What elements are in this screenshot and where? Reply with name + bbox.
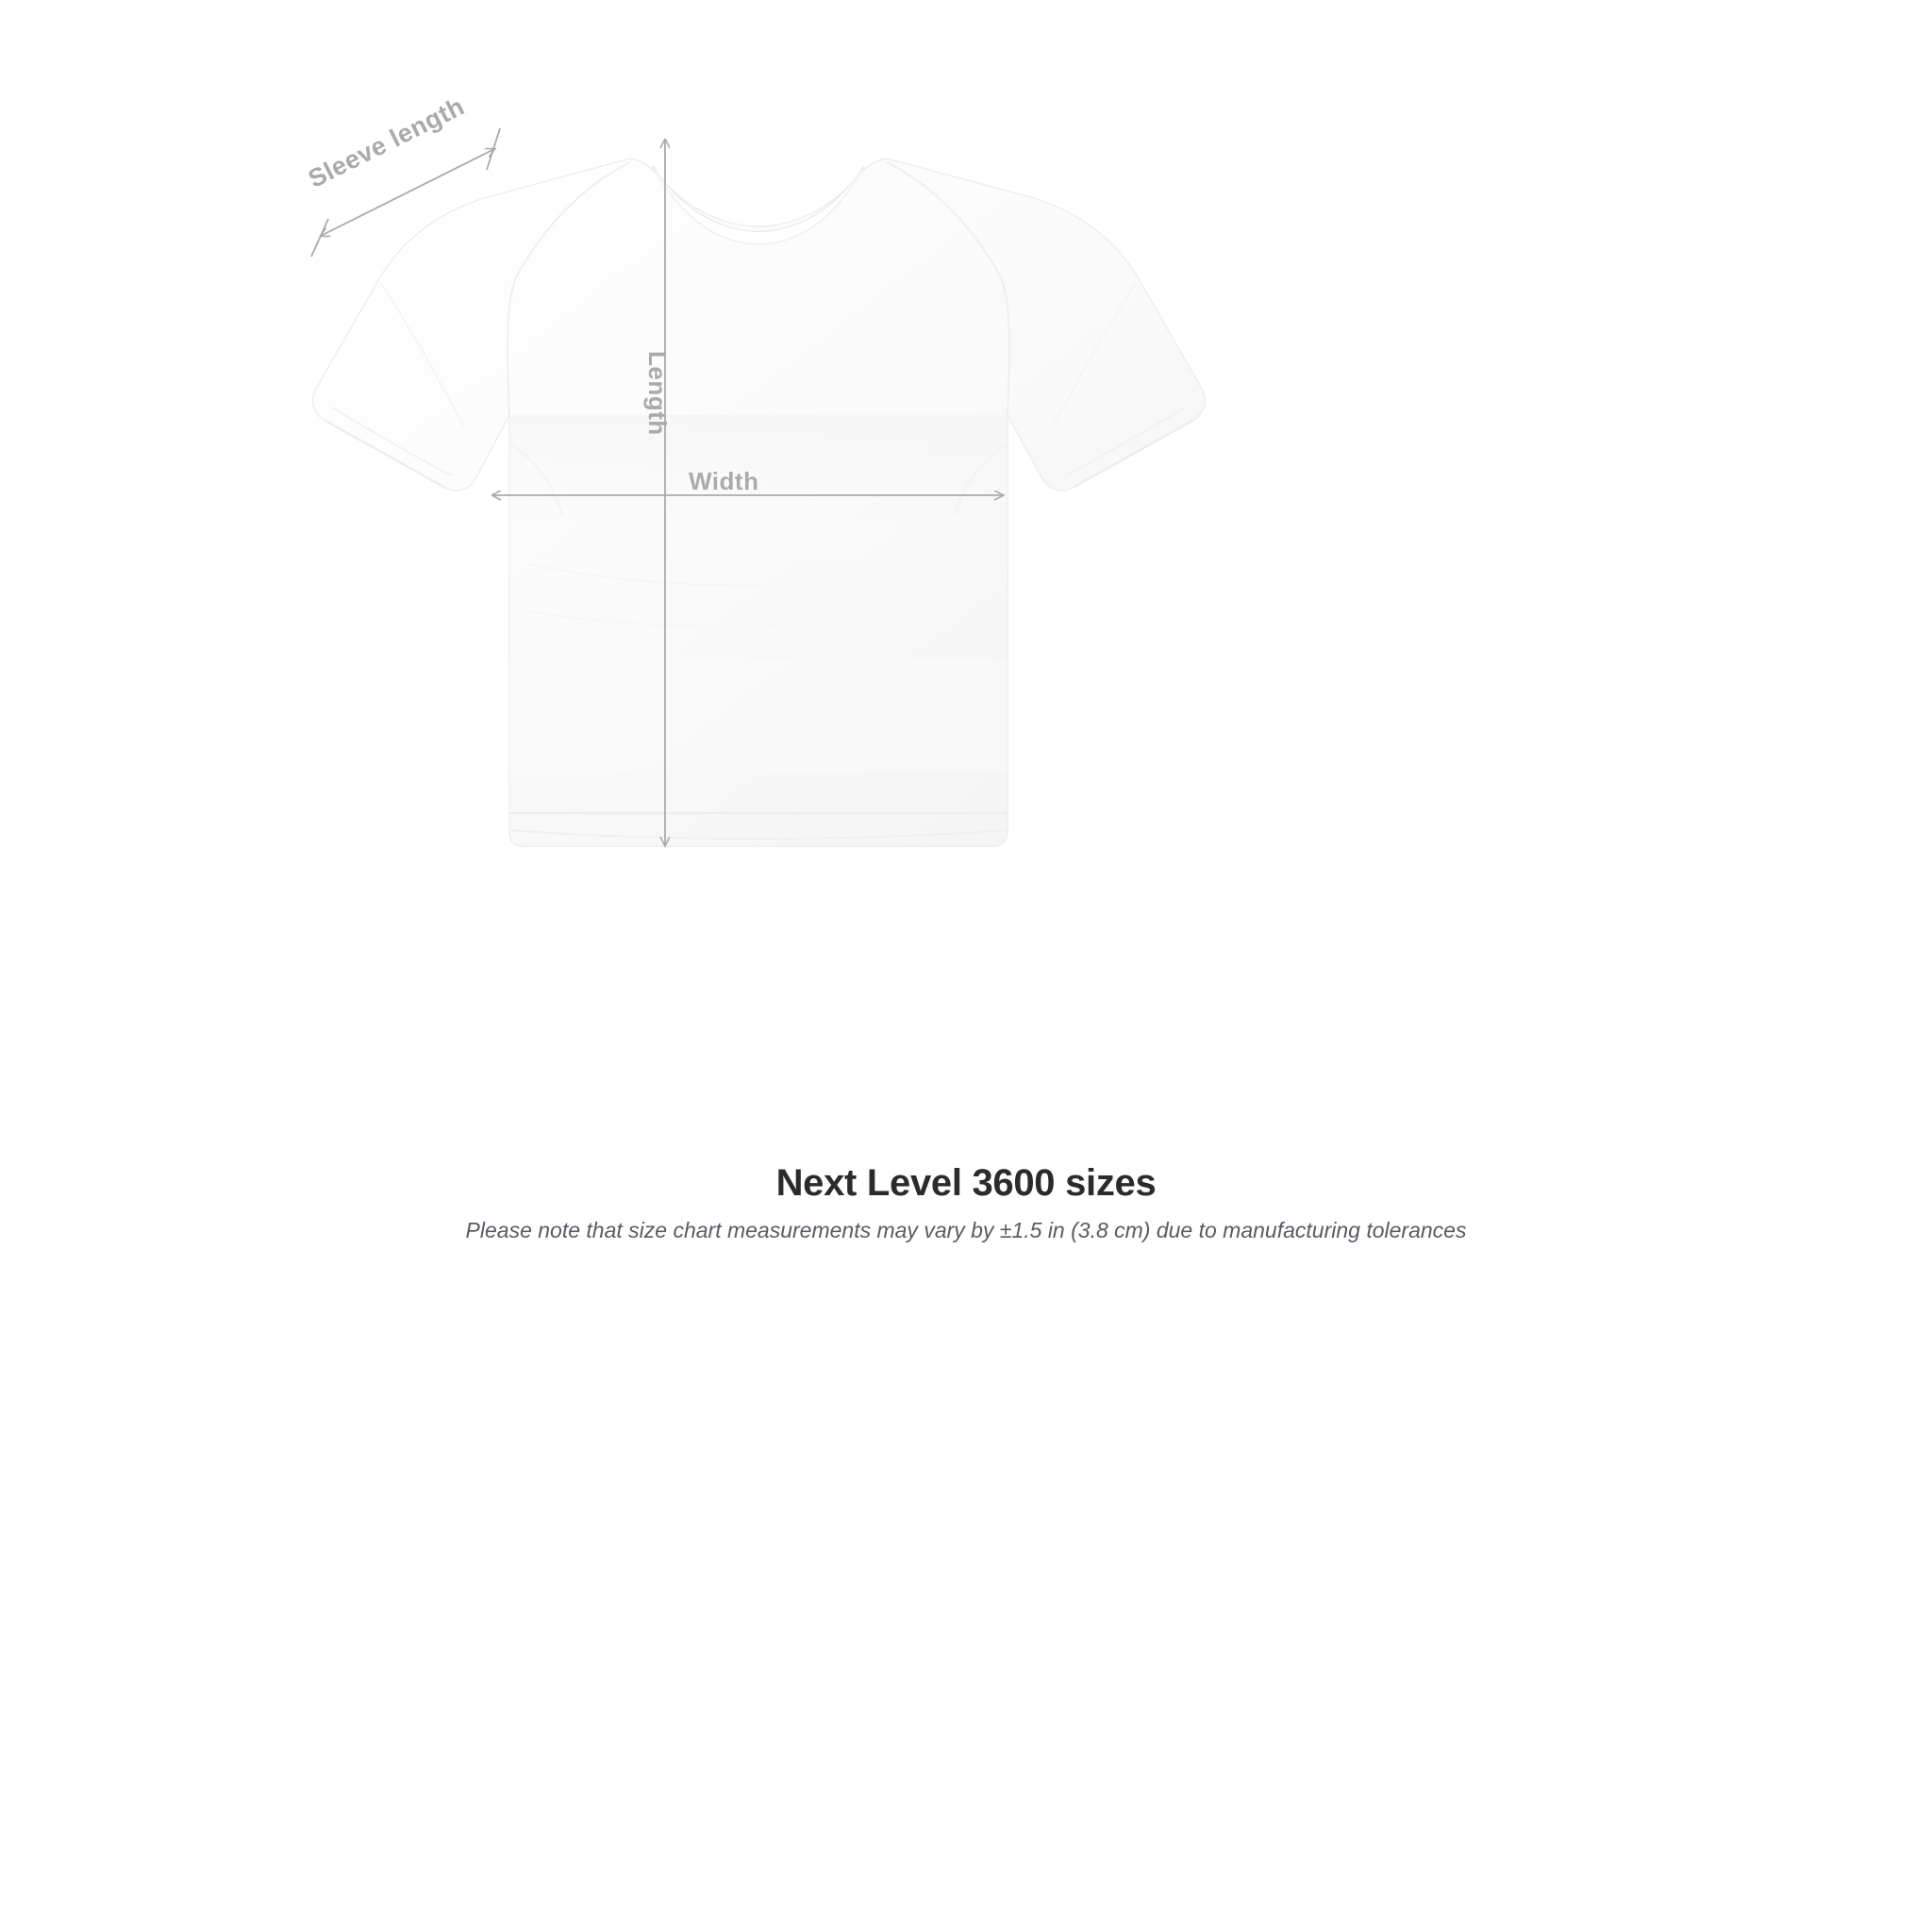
sleeve-length-arrow	[310, 127, 501, 258]
tshirt-illustration	[310, 127, 1207, 1146]
width-dimension-label: Width	[689, 467, 759, 495]
length-dimension-label: Length	[643, 351, 672, 436]
tolerance-note: Please note that size chart measurements…	[465, 1218, 1467, 1242]
page-title: Next Level 3600 sizes	[775, 1162, 1157, 1204]
title-block: Next Level 3600 sizes Please note that s…	[0, 1162, 1932, 1243]
tshirt-body	[311, 158, 1207, 847]
tshirt-diagram: Sleeve length Length Width	[304, 92, 1207, 1146]
